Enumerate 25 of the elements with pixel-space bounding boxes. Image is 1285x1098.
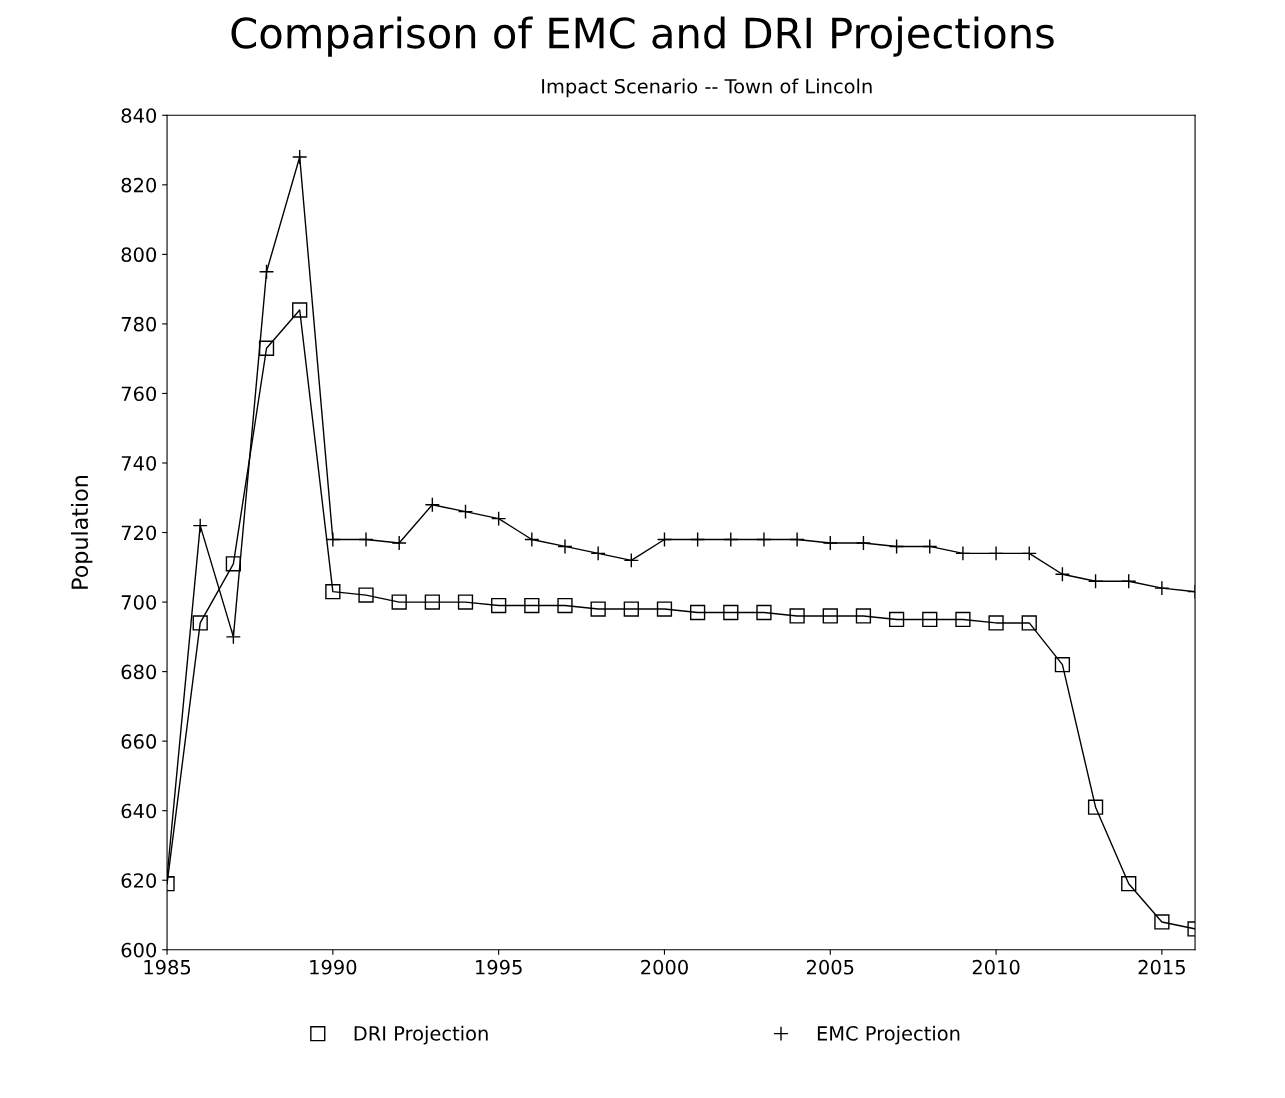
y-tick-label: 680 (121, 664, 157, 680)
y-axis-title: Population (70, 476, 93, 589)
y-tick-label: 820 (121, 177, 157, 193)
x-tick-label: 1990 (310, 959, 357, 975)
x-tick-label: 2000 (641, 959, 688, 975)
legend-label: EMC Projection (817, 1025, 960, 1045)
y-tick-label: 780 (121, 316, 157, 332)
chart-title: Comparison of EMC and DRI Projections (231, 16, 1054, 57)
x-tick-label: 2005 (806, 959, 854, 975)
chart-subtitle: Impact Scenario -- Town of Lincoln (542, 78, 872, 98)
y-tick-label: 760 (121, 386, 157, 402)
x-tick-label: 1995 (476, 959, 522, 975)
y-tick-label: 720 (121, 525, 157, 541)
y-tick-label: 840 (121, 108, 157, 123)
y-tick-label: 600 (121, 942, 157, 958)
y-tick-label: 620 (121, 873, 157, 888)
y-tick-label: 640 (121, 803, 157, 819)
legend-label: DRI Projection (354, 1025, 488, 1045)
x-tick-label: 2010 (972, 959, 1020, 975)
y-tick-label: 800 (121, 247, 157, 263)
y-tick-label: 700 (121, 595, 157, 610)
y-tick-label: 660 (121, 734, 157, 749)
x-tick-label: 2015 (1138, 959, 1185, 975)
x-tick-label: 1985 (144, 959, 191, 975)
y-tick-label: 740 (121, 455, 157, 471)
